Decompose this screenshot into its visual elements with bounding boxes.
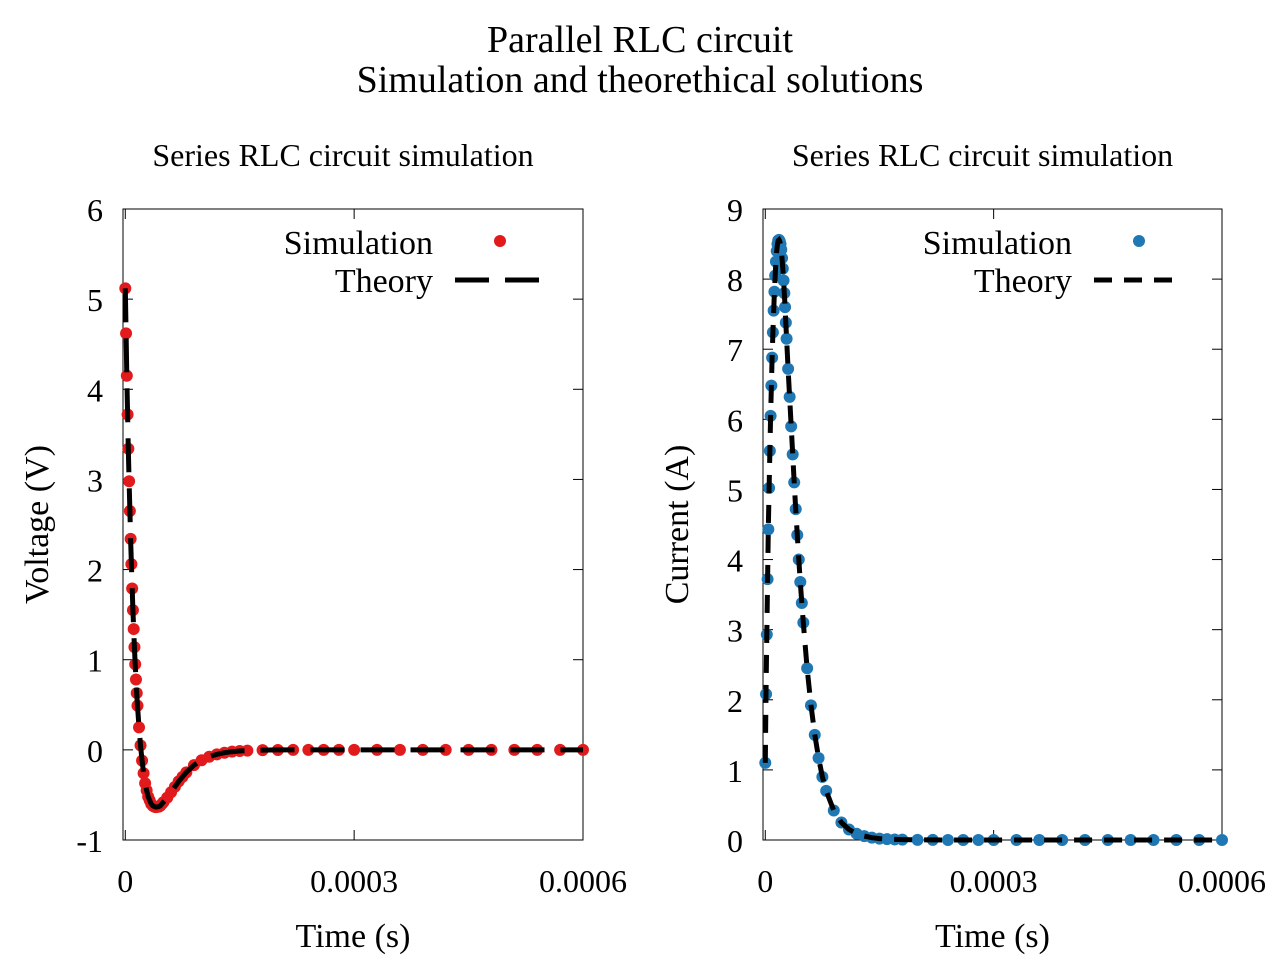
y-tick-label: 2: [87, 553, 103, 589]
simulation-point: [794, 575, 807, 588]
simulation-point: [123, 475, 136, 488]
simulation-point: [241, 744, 254, 757]
simulation-point: [801, 662, 814, 675]
simulation-point: [786, 448, 799, 461]
simulation-point: [780, 332, 793, 345]
simulation-point: [972, 834, 985, 846]
plot-frame: [122, 208, 584, 841]
simulation-point: [785, 420, 798, 433]
simulation-point: [911, 833, 924, 846]
y-tick-label: -1: [76, 823, 103, 859]
theory-line: [762, 235, 1222, 843]
simulation-point: [1216, 834, 1228, 846]
x-axis-label: Time (s): [935, 918, 1050, 955]
y-tick-label: 3: [87, 462, 103, 498]
y-tick-label: 0: [727, 823, 743, 859]
simulation-point: [133, 721, 146, 734]
y-tick-label: 4: [87, 372, 103, 408]
x-tick-label: 0.0006: [539, 863, 627, 899]
simulation-point: [782, 362, 795, 375]
chart-1: -1 0 1 2 3 4 5 6 0 0.0003 0.0006 Series RLC circuit…: [19, 137, 627, 955]
theory-line: [122, 288, 583, 810]
x-tick-label: 0: [757, 863, 773, 899]
y-tick-label: 6: [727, 402, 743, 438]
simulation-point: [554, 743, 567, 756]
figure-title-line1: Parallel RLC circuit: [486, 19, 794, 61]
y-tick-label: 7: [727, 332, 743, 368]
y-tick-label: 1: [87, 643, 103, 679]
simulation-point: [1147, 834, 1160, 846]
legend-theory-label: Theory: [335, 263, 433, 300]
legend-simulation-label: Simulation: [923, 225, 1072, 262]
y-axis-label: Current (A): [659, 445, 696, 605]
figure-title-line2: Simulation and theorethical solutions: [356, 59, 924, 101]
x-axis-label: Time (s): [296, 918, 411, 955]
simulation-point: [812, 751, 825, 764]
simulation-point: [1033, 834, 1046, 846]
y-tick-label: 8: [727, 262, 743, 298]
y-axis-label: Voltage (V): [19, 445, 56, 604]
simulation-point: [777, 274, 790, 287]
simulation-point: [120, 327, 133, 340]
simulation-point: [439, 743, 452, 756]
simulation-point: [120, 369, 133, 382]
y-tick-label: 0: [87, 733, 103, 769]
x-tick-label: 0.0006: [1178, 863, 1266, 899]
y-tick-label: 2: [727, 683, 743, 719]
y-tick-label: 5: [727, 472, 743, 508]
simulation-point: [1056, 834, 1069, 846]
y-tick-label: 6: [87, 192, 103, 228]
y-tick-label: 3: [727, 613, 743, 649]
legend-simulation-marker: [1133, 235, 1145, 247]
x-tick-label: 0.0003: [950, 863, 1038, 899]
simulation-point: [127, 623, 140, 636]
chart-title: Series RLC circuit simulation: [152, 137, 533, 173]
x-tick-label: 0: [117, 863, 133, 899]
y-tick-label: 4: [727, 543, 743, 579]
plot-frame: [762, 208, 1223, 841]
simulation-point: [768, 285, 781, 298]
legend-theory-label: Theory: [974, 263, 1072, 300]
y-tick-label: 5: [87, 282, 103, 318]
simulation-point: [941, 834, 954, 846]
y-tick-label: 1: [727, 753, 743, 789]
legend-simulation-label: Simulation: [284, 225, 433, 262]
legend-simulation-marker: [494, 235, 506, 247]
simulation-point: [348, 743, 361, 756]
simulation-point: [1124, 834, 1137, 846]
chart-2: 0 1 2 3 4 5 6 7 8 9 0 0.0003 0.0006 Series RLC circui…: [659, 137, 1266, 955]
chart-title: Series RLC circuit simulation: [792, 137, 1173, 173]
y-tick-label: 9: [727, 192, 743, 228]
x-tick-label: 0.0003: [310, 863, 398, 899]
simulation-point: [779, 301, 792, 314]
simulation-point: [393, 743, 406, 756]
simulation-point: [783, 390, 796, 403]
simulation-point: [302, 743, 315, 756]
simulation-point: [129, 673, 142, 686]
simulation-point: [762, 523, 775, 536]
simulation-point: [137, 767, 150, 780]
